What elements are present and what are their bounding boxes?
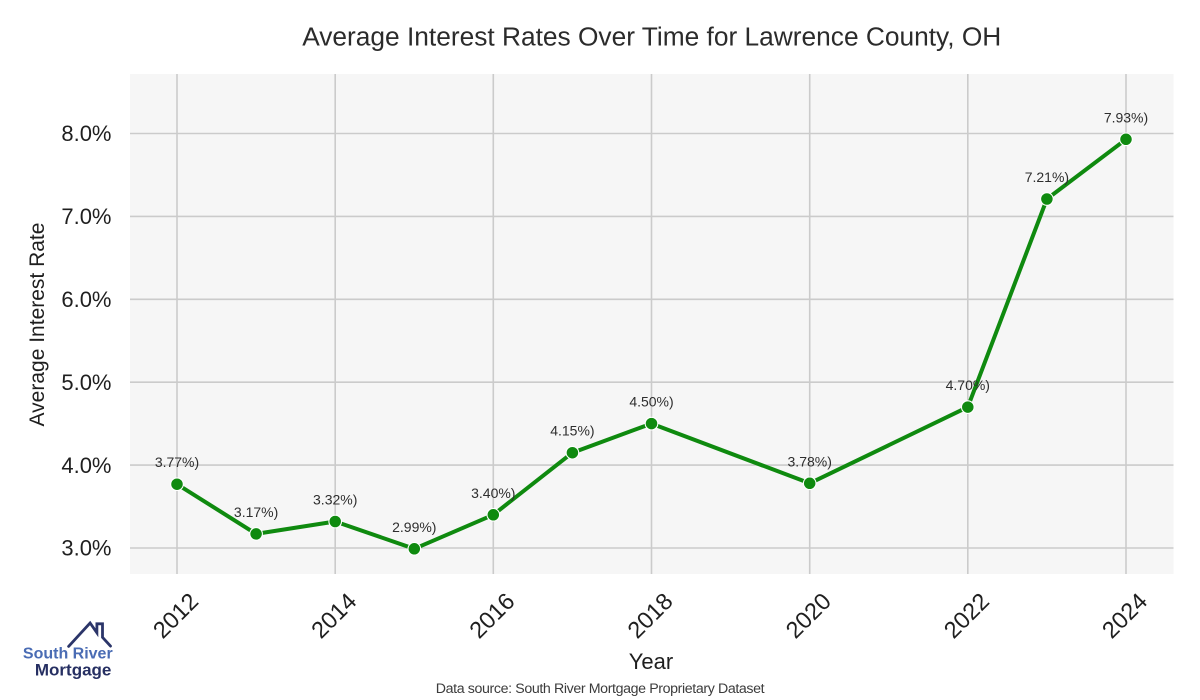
svg-text:3.78%): 3.78%) (788, 453, 832, 469)
svg-text:3.17%): 3.17%) (234, 504, 278, 520)
svg-text:Mortgage: Mortgage (35, 660, 112, 679)
svg-text:2012: 2012 (148, 588, 203, 643)
svg-text:2022: 2022 (939, 588, 994, 643)
svg-text:South River: South River (23, 645, 113, 662)
svg-text:7.0%: 7.0% (61, 204, 111, 229)
svg-text:2016: 2016 (464, 588, 519, 643)
svg-text:Data source: South River Mortg: Data source: South River Mortgage Propri… (436, 681, 765, 697)
svg-text:6.0%: 6.0% (61, 287, 111, 312)
svg-text:7.21%): 7.21%) (1025, 169, 1069, 185)
svg-text:2020: 2020 (781, 588, 836, 643)
svg-text:3.40%): 3.40%) (471, 485, 515, 501)
svg-text:4.0%: 4.0% (61, 453, 111, 478)
svg-text:2014: 2014 (306, 588, 361, 643)
svg-text:8.0%: 8.0% (61, 121, 111, 146)
svg-text:4.70%): 4.70%) (946, 377, 990, 393)
svg-text:2024: 2024 (1097, 588, 1152, 643)
svg-text:3.77%): 3.77%) (155, 454, 199, 470)
svg-text:3.32%): 3.32%) (313, 492, 357, 508)
svg-text:4.15%): 4.15%) (550, 423, 594, 439)
svg-text:Average Interest Rates Over Ti: Average Interest Rates Over Time for Law… (302, 22, 1001, 52)
svg-text:Average Interest Rate: Average Interest Rate (26, 223, 49, 427)
svg-text:Year: Year (629, 649, 673, 674)
svg-text:3.0%: 3.0% (61, 536, 111, 561)
svg-text:5.0%: 5.0% (61, 370, 111, 395)
svg-text:2018: 2018 (622, 588, 677, 643)
svg-text:7.93%): 7.93%) (1104, 109, 1148, 125)
svg-text:4.50%): 4.50%) (629, 394, 673, 410)
svg-text:2.99%): 2.99%) (392, 519, 436, 535)
